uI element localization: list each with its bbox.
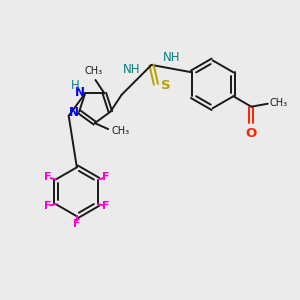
Text: F: F xyxy=(44,201,52,211)
Text: F: F xyxy=(73,219,81,229)
Text: CH₃: CH₃ xyxy=(112,126,130,136)
Text: O: O xyxy=(246,127,257,140)
Text: F: F xyxy=(102,172,109,182)
Text: CH₃: CH₃ xyxy=(84,66,102,76)
Text: NH: NH xyxy=(163,51,181,64)
Text: H: H xyxy=(71,79,80,92)
Text: N: N xyxy=(69,106,79,119)
Text: NH: NH xyxy=(122,63,140,76)
Text: S: S xyxy=(161,79,171,92)
Text: CH₃: CH₃ xyxy=(269,98,287,108)
Text: F: F xyxy=(44,172,52,182)
Text: F: F xyxy=(102,201,109,211)
Text: N: N xyxy=(75,86,85,99)
